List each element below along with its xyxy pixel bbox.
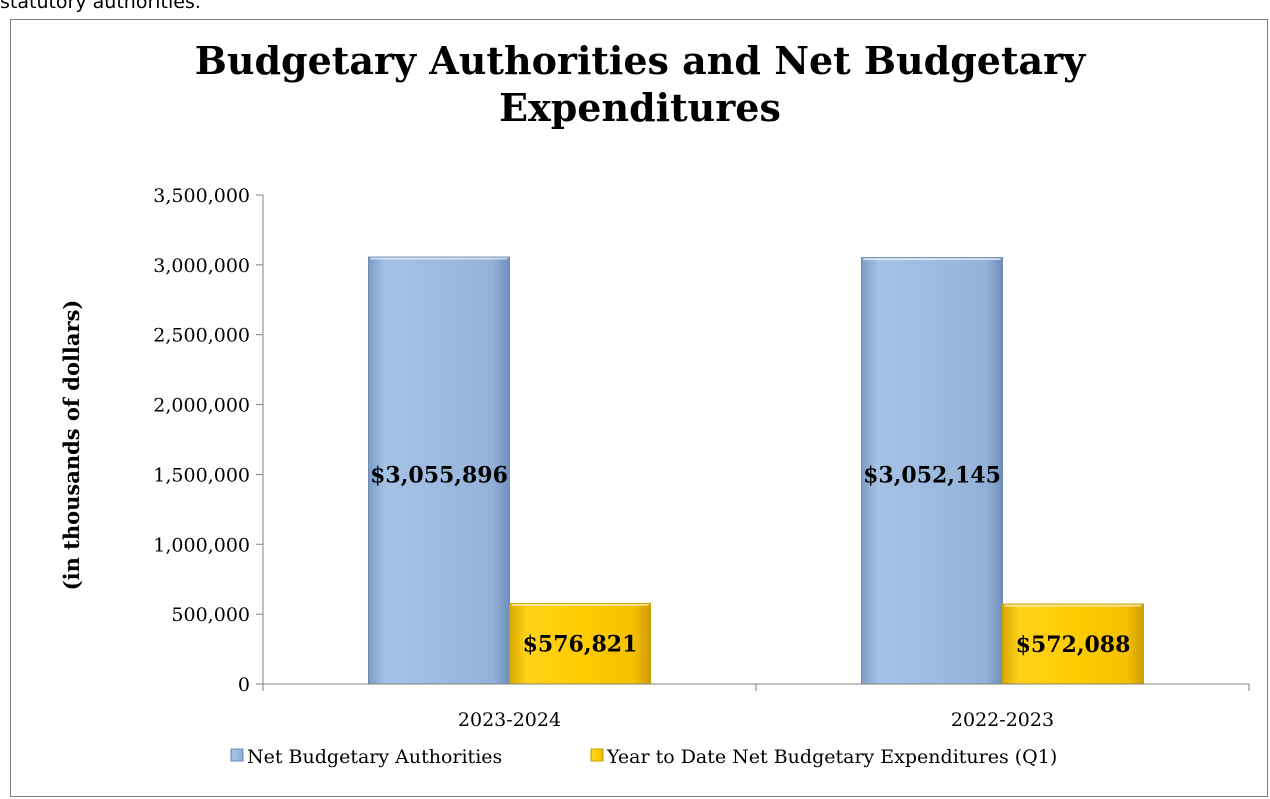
chart-frame: Budgetary Authorities and Net Budgetary … (10, 19, 1268, 797)
data-label: $3,055,896 (370, 462, 508, 488)
data-label: $3,052,145 (863, 462, 1001, 488)
chart-title-line-2: Expenditures (499, 85, 781, 130)
chart-title-line-1: Budgetary Authorities and Net Budgetary (195, 38, 1086, 83)
y-tick-label: 0 (238, 674, 250, 696)
legend-label: Net Budgetary Authorities (247, 746, 502, 768)
y-tick-label: 2,000,000 (153, 395, 250, 417)
legend-label: Year to Date Net Budgetary Expenditures … (606, 746, 1057, 768)
bar-chart: Budgetary Authorities and Net Budgetary … (59, 38, 1250, 768)
y-tick-label: 2,500,000 (153, 325, 250, 347)
top-text-fragment: statutory authorities. (0, 0, 201, 13)
y-tick-label: 3,500,000 (153, 185, 250, 207)
legend: Net Budgetary Authorities Year to Date Ne… (230, 746, 1057, 768)
y-tick-label: 1,500,000 (153, 464, 250, 486)
bar-ytd-expenditures-2022-2023 (1002, 603, 1144, 685)
y-axis-ticks: 0 500,000 1,000,000 1,500,000 2,000,000 2,500… (153, 185, 263, 696)
x-tick-label: 2023-2024 (458, 709, 561, 731)
x-axis-ticks: 2023-2024 2022-2023 (262, 684, 1250, 731)
bar-net-budgetary-authorities-2023-2024 (368, 256, 510, 685)
y-axis-label: (in thousands of dollars) (59, 300, 84, 591)
data-label: $572,088 (1016, 632, 1131, 658)
y-tick-label: 3,000,000 (153, 255, 250, 277)
legend-swatch (590, 748, 604, 762)
x-tick-label: 2022-2023 (951, 709, 1054, 731)
legend-swatch (230, 748, 244, 762)
data-label: $576,821 (523, 632, 638, 658)
y-tick-label: 1,000,000 (153, 534, 250, 556)
y-tick-label: 500,000 (171, 604, 250, 626)
data-labels-layer: $3,055,896 $576,821 $3,052,145 $572,088 (370, 462, 1130, 658)
